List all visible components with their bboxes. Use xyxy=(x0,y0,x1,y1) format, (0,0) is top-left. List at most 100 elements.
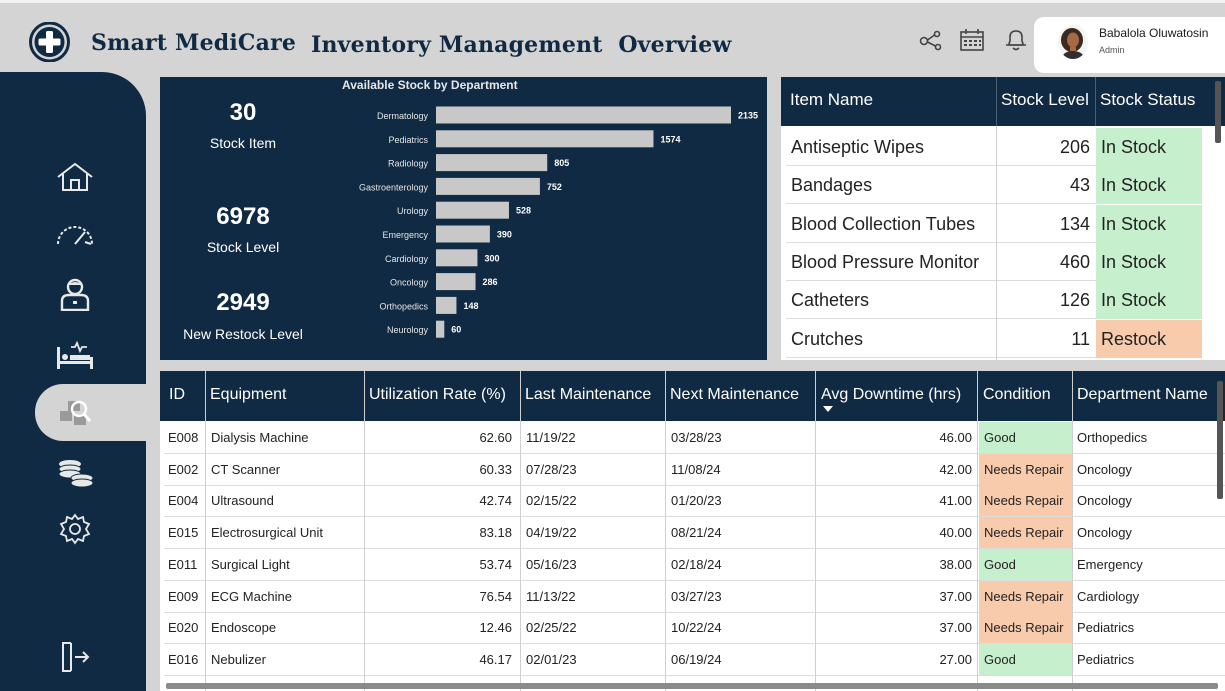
equipment-table-row[interactable]: E002 CT Scanner 60.33 07/28/23 11/08/24 42.00… xyxy=(164,453,1225,486)
equipment-avg-downtime: 40.00 xyxy=(939,525,972,541)
col-condition[interactable]: Condition xyxy=(983,386,1051,403)
bell-icon[interactable] xyxy=(1002,27,1030,53)
bar-radiology[interactable] xyxy=(436,154,548,172)
equipment-table-row[interactable]: E016 Nebulizer 46.17 02/01/23 06/19/24 27.00 G… xyxy=(164,643,1225,676)
header-bar: Smart MediCare Inventory Management Over… xyxy=(0,0,1225,73)
stock-table-scrollbar[interactable] xyxy=(1215,81,1221,143)
nav-performance[interactable] xyxy=(55,220,95,254)
calendar-icon[interactable] xyxy=(958,27,986,53)
bar-value-label: 390 xyxy=(497,230,512,240)
col-stock-status[interactable]: Stock Status xyxy=(1100,90,1196,109)
col-stock-level[interactable]: Stock Level xyxy=(1001,90,1089,109)
col-id[interactable]: ID xyxy=(169,386,185,403)
doctor-icon xyxy=(60,278,90,312)
stock-item-level: 134 xyxy=(1059,213,1090,234)
stock-item-status: In Stock xyxy=(1096,166,1202,205)
stock-item-name: Catheters xyxy=(791,290,870,311)
bar-category-label: Pediatrics xyxy=(388,135,428,145)
equipment-last-maintenance: 02/01/23 xyxy=(526,651,577,667)
equipment-table-scrollbar[interactable] xyxy=(1217,381,1223,499)
equipment-table-row[interactable]: E009 ECG Machine 76.54 11/13/22 03/27/23 37.0… xyxy=(164,580,1225,613)
equipment-name: ECG Machine xyxy=(211,588,292,604)
equipment-avg-downtime: 38.00 xyxy=(939,556,972,572)
col-department[interactable]: Department Name xyxy=(1077,386,1208,403)
col-equipment[interactable]: Equipment xyxy=(210,386,287,403)
nav-home[interactable] xyxy=(55,160,95,194)
stock-item-status: In Stock xyxy=(1096,281,1202,320)
stock-item-name: Blood Pressure Monitor xyxy=(791,251,980,272)
header-divider xyxy=(1095,77,1096,126)
equipment-table-row[interactable]: E020 Endoscope 12.46 02/25/22 10/22/24 37.00 N… xyxy=(164,612,1225,645)
col-utilization[interactable]: Utilization Rate (%) xyxy=(369,386,506,403)
stock-table-row[interactable]: Crutches 11 Restock xyxy=(786,319,1202,358)
stock-table-row[interactable]: Blood Collection Tubes 134 In Stock xyxy=(786,204,1202,243)
bar-value-label: 528 xyxy=(516,206,531,216)
equipment-condition: Good xyxy=(979,643,1073,675)
bar-category-label: Oncology xyxy=(390,278,429,288)
bar-dermatology[interactable] xyxy=(436,106,731,124)
equipment-table-hscrollbar[interactable] xyxy=(166,683,1218,689)
nav-staff[interactable] xyxy=(55,277,95,312)
equipment-department: Oncology xyxy=(1077,493,1132,509)
equipment-avg-downtime: 27.00 xyxy=(939,651,972,667)
equipment-next-maintenance: 02/18/24 xyxy=(671,556,722,572)
equipment-table: ID Equipment Utilization Rate (%) Last M… xyxy=(160,371,1225,691)
equipment-next-maintenance: 08/21/24 xyxy=(671,525,722,541)
equipment-name: Surgical Light xyxy=(211,556,290,572)
nav-settings[interactable] xyxy=(55,512,95,546)
equipment-col-divider xyxy=(1072,371,1073,691)
stock-item-name: Antiseptic Wipes xyxy=(791,137,925,157)
equipment-next-maintenance: 03/28/23 xyxy=(671,430,722,445)
equipment-last-maintenance: 02/15/22 xyxy=(526,493,577,509)
equipment-department: Pediatrics xyxy=(1077,620,1135,636)
header-divider xyxy=(996,77,997,126)
col-item-name[interactable]: Item Name xyxy=(790,90,874,109)
equipment-condition: Needs Repair xyxy=(979,485,1073,517)
stock-item-level: 460 xyxy=(1059,251,1090,272)
stock-table-header: Item Name Stock Level Stock Status xyxy=(781,77,1225,126)
bar-oncology[interactable] xyxy=(436,273,476,291)
equipment-condition: Needs Repair xyxy=(979,612,1073,644)
bar-neurology[interactable] xyxy=(436,320,445,338)
user-profile-card[interactable]: Babalola Oluwatosin Admin xyxy=(1034,17,1225,73)
bar-value-label: 60 xyxy=(451,325,461,335)
nav-logout[interactable] xyxy=(55,640,95,674)
stock-item-status: Restock xyxy=(1096,319,1202,358)
bar-cardiology[interactable] xyxy=(436,249,478,267)
bar-value-label: 1574 xyxy=(660,134,680,144)
kpi-stock-level-value: 6978 xyxy=(216,203,270,230)
share-icon[interactable] xyxy=(917,27,945,53)
equipment-utilization: 12.46 xyxy=(479,620,512,636)
sort-descending-icon[interactable] xyxy=(823,406,833,412)
equipment-table-row[interactable]: E004 Ultrasound 42.74 02/15/22 01/20/23 41.00… xyxy=(164,485,1225,518)
bar-gastroenterology[interactable] xyxy=(436,177,540,195)
col-next-maintenance[interactable]: Next Maintenance xyxy=(670,386,799,403)
bar-orthopedics[interactable] xyxy=(436,296,457,314)
stock-table-row[interactable]: Blood Pressure Monitor 460 In Stock xyxy=(786,242,1202,281)
equipment-col-divider xyxy=(205,371,206,691)
kpi-stock-item-value: 30 xyxy=(229,99,257,126)
col-avg-downtime[interactable]: Avg Downtime (hrs) xyxy=(821,386,962,403)
kpi-restock-label: New Restock Level xyxy=(183,326,303,342)
equipment-table-row[interactable]: E011 Surgical Light 53.74 05/16/23 02/18/24 3… xyxy=(164,548,1225,581)
equipment-department: Oncology xyxy=(1077,461,1132,477)
stock-table-row[interactable]: Bandages 43 In Stock xyxy=(786,166,1202,205)
stock-item-level: 43 xyxy=(1069,175,1090,196)
col-last-maintenance[interactable]: Last Maintenance xyxy=(525,386,652,403)
stock-table-row[interactable]: Antiseptic Wipes 206 In Stock xyxy=(786,128,1202,166)
stock-table-row[interactable]: Catheters 126 In Stock xyxy=(786,281,1202,320)
user-avatar xyxy=(1058,25,1088,59)
equipment-table-row[interactable]: E008 Dialysis Machine 62.60 11/19/22 03/28/2… xyxy=(164,422,1225,454)
nav-finance[interactable] xyxy=(55,456,95,490)
bar-pediatrics[interactable] xyxy=(436,130,654,148)
chart-title: Available Stock by Department xyxy=(342,78,518,92)
bar-urology[interactable] xyxy=(436,201,509,219)
nav-inventory[interactable] xyxy=(55,395,95,429)
equipment-table-row[interactable]: E015 Electrosurgical Unit 83.18 04/19/22 08/… xyxy=(164,517,1225,550)
equipment-col-divider xyxy=(977,371,978,691)
nav-beds[interactable] xyxy=(55,339,95,373)
equipment-next-maintenance: 11/08/24 xyxy=(671,461,721,477)
bar-emergency[interactable] xyxy=(436,225,490,243)
stock-item-status: In Stock xyxy=(1096,242,1202,281)
home-icon xyxy=(57,162,93,191)
